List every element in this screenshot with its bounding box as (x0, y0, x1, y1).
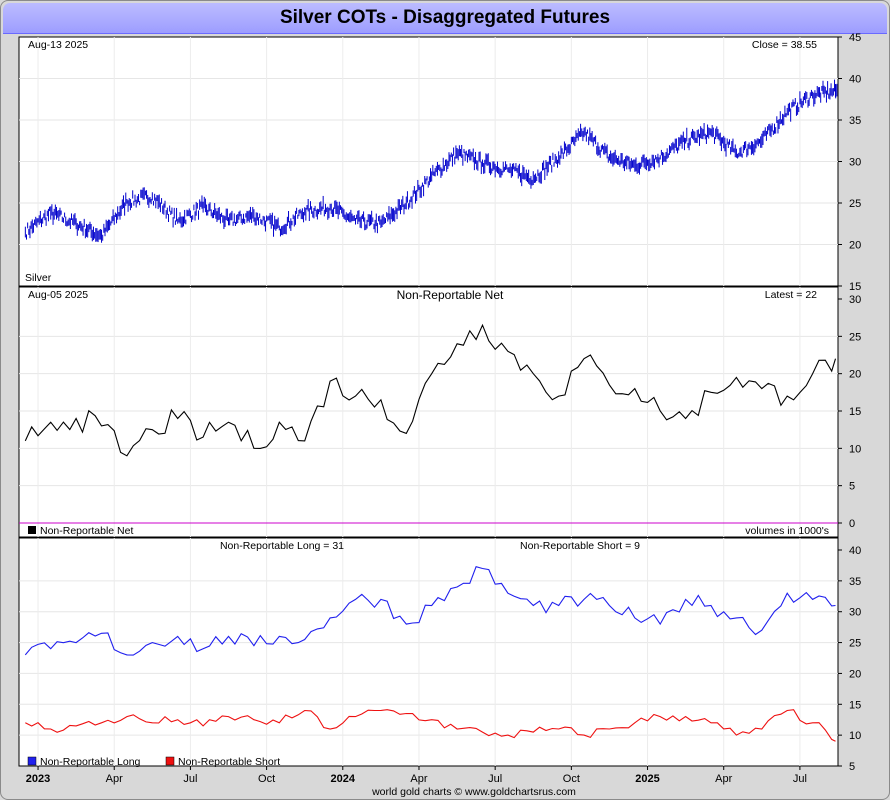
price-series-label: Silver (25, 272, 52, 284)
net-legend-swatch (28, 526, 36, 534)
y-tick-label: 25 (849, 638, 861, 650)
y-tick-label: 25 (849, 198, 861, 210)
long-short-panel (18, 537, 839, 767)
long-latest-label: Non-Reportable Long = 31 (220, 540, 344, 552)
long-series-line (24, 566, 836, 656)
x-tick-label: Jul (793, 773, 807, 785)
net-panel (18, 286, 839, 538)
chart-title: Silver COTs - Disaggregated Futures (279, 7, 611, 28)
y-tick-label: 10 (849, 443, 861, 455)
x-tick-label: 2024 (331, 773, 356, 785)
y-tick-label: 35 (849, 115, 861, 127)
x-tick-label: Jul (183, 773, 197, 785)
net-series-line (24, 323, 837, 457)
y-tick-label: 30 (849, 607, 861, 619)
units-label: volumes in 1000's (745, 525, 829, 537)
x-tick-label: Apr (715, 773, 732, 785)
x-tick-label: 2023 (26, 773, 50, 785)
y-tick-label: 15 (849, 281, 861, 293)
x-tick-label: Apr (410, 773, 427, 785)
y-tick-label: 35 (849, 576, 861, 588)
net-legend-label: Non-Reportable Net (40, 525, 133, 537)
net-date-label: Aug-05 2025 (28, 289, 88, 301)
long-legend-label: Non-Reportable Long (40, 756, 141, 768)
x-tick-label: Oct (258, 773, 275, 785)
y-tick-label: 20 (849, 668, 861, 680)
net-panel-title: Non-Reportable Net (397, 288, 504, 302)
long-legend-swatch (27, 756, 37, 766)
short-latest-label: Non-Reportable Short = 9 (520, 540, 640, 552)
x-tick-label: Oct (563, 773, 580, 785)
x-tick-label: Apr (106, 773, 123, 785)
title-bar: Silver COTs - Disaggregated Futures (3, 3, 887, 34)
y-tick-label: 40 (849, 545, 861, 557)
price-date-label: Aug-13 2025 (28, 39, 88, 51)
x-tick-label: 2025 (635, 773, 659, 785)
y-tick-label: 30 (849, 157, 861, 169)
y-tick-label: 10 (849, 730, 861, 742)
y-tick-label: 45 (849, 32, 861, 44)
short-legend-swatch (165, 756, 175, 766)
footer-credit: world gold charts © www.goldchartsrus.co… (371, 786, 576, 798)
y-tick-label: 15 (849, 406, 861, 418)
short-series-line (25, 709, 836, 742)
x-tick-label: Jul (488, 773, 502, 785)
price-close-label: Close = 38.55 (752, 39, 817, 51)
y-tick-label: 30 (849, 294, 861, 306)
y-tick-label: 5 (849, 761, 855, 773)
y-tick-label: 20 (849, 240, 861, 252)
y-tick-label: 5 (849, 481, 855, 493)
y-tick-label: 20 (849, 369, 861, 381)
short-legend-label: Non-Reportable Short (178, 756, 280, 768)
y-tick-label: 40 (849, 74, 861, 86)
net-latest-label: Latest = 22 (765, 289, 817, 301)
y-tick-label: 15 (849, 699, 861, 711)
y-tick-label: 0 (849, 518, 855, 530)
y-tick-label: 25 (849, 331, 861, 343)
